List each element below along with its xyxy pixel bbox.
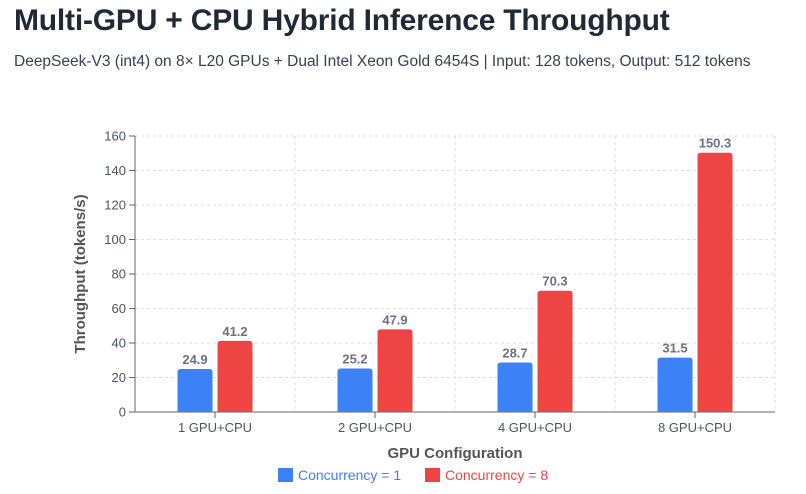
- x-tick-label: 2 GPU+CPU: [338, 420, 412, 435]
- x-tick-label: 1 GPU+CPU: [178, 420, 252, 435]
- y-tick-label: 60: [112, 301, 126, 316]
- y-tick-label: 40: [112, 336, 126, 351]
- data-label: 41.2: [222, 324, 247, 339]
- legend-swatch-concurrency-8: [425, 468, 440, 482]
- bar-concurrency-8: [697, 152, 733, 413]
- page-subtitle: DeepSeek-V3 (int4) on 8× L20 GPUs + Dual…: [14, 53, 751, 70]
- y-tick-label: 0: [119, 405, 126, 420]
- data-label: 150.3: [699, 136, 732, 151]
- bar-concurrency-8: [537, 290, 573, 412]
- legend-label-concurrency-8: Concurrency = 8: [445, 467, 548, 483]
- y-tick-label: 100: [104, 232, 126, 247]
- bar-concurrency-1: [337, 368, 373, 412]
- x-tick-label: 8 GPU+CPU: [658, 420, 732, 435]
- bar-concurrency-8: [377, 329, 413, 412]
- legend-swatch-concurrency-1: [278, 468, 293, 482]
- bar-concurrency-8: [217, 340, 253, 412]
- y-axis-title: Throughput (tokens/s): [72, 194, 89, 353]
- y-tick-label: 140: [104, 163, 126, 178]
- bar-concurrency-1: [177, 369, 213, 412]
- bar-concurrency-1: [497, 362, 533, 412]
- data-label: 70.3: [542, 274, 567, 289]
- data-label: 47.9: [382, 312, 407, 327]
- y-tick-label: 80: [112, 267, 126, 282]
- data-label: 28.7: [502, 345, 527, 360]
- page-title: Multi-GPU + CPU Hybrid Inference Through…: [14, 4, 670, 37]
- data-label: 25.2: [342, 352, 367, 367]
- y-tick-label: 160: [104, 129, 126, 144]
- legend-label-concurrency-1: Concurrency = 1: [298, 467, 401, 483]
- y-tick-label: 20: [112, 370, 126, 385]
- bar-concurrency-1: [657, 357, 693, 412]
- x-axis-title: GPU Configuration: [388, 445, 523, 462]
- data-label: 24.9: [182, 352, 207, 367]
- y-tick-label: 120: [104, 198, 126, 213]
- data-label: 31.5: [662, 341, 687, 356]
- x-tick-label: 4 GPU+CPU: [498, 420, 572, 435]
